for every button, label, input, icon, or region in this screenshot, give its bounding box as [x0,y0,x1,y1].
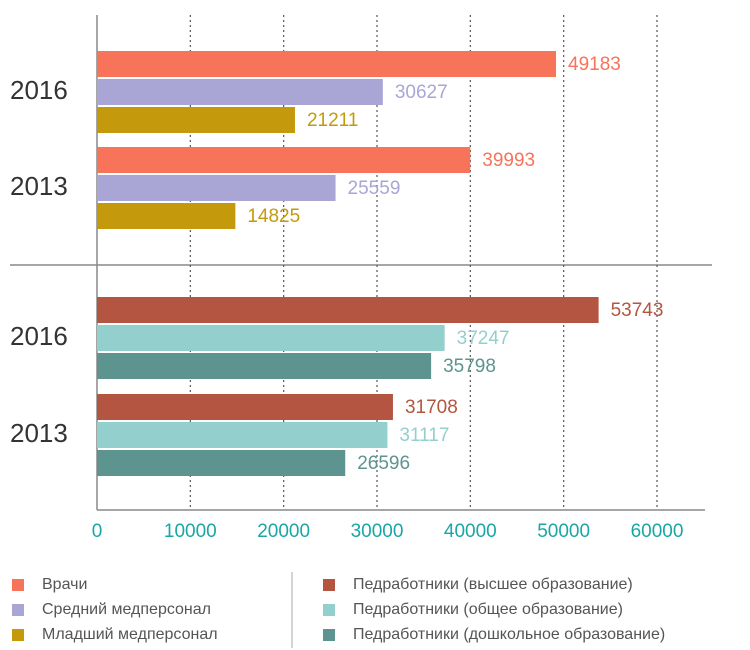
y-tick-label: 2013 [10,171,68,201]
x-tick-label: 20000 [257,521,310,542]
value-label: 37247 [457,328,510,349]
x-tick-label: 0 [92,521,103,542]
bar [97,450,346,476]
bar [97,203,236,229]
legend-label: Младший медперсонал [42,626,218,643]
legend-label: Средний медперсонал [42,601,211,618]
bar [97,422,388,448]
legend-swatch [12,629,24,641]
legend-label: Педработники (дошкольное образование) [353,626,665,643]
x-tick-label: 10000 [164,521,217,542]
bar [97,297,599,323]
bar [97,353,432,379]
legend-swatch [12,579,24,591]
bar [97,51,557,77]
value-label: 25559 [348,178,401,199]
x-tick-label: 30000 [351,521,404,542]
value-label: 35798 [443,356,496,377]
value-label: 26596 [357,453,410,474]
value-label: 14825 [247,206,300,227]
legend-label: Педработники (общее образование) [353,601,623,618]
value-label: 39993 [482,150,535,171]
bar [97,175,336,201]
value-label: 31117 [399,425,449,446]
legend-swatch [12,604,24,616]
y-tick-label: 2016 [10,75,68,105]
value-label: 49183 [568,54,621,75]
value-label: 53743 [611,300,664,321]
legend-swatch [323,579,335,591]
bar [97,79,383,105]
legend-swatch [323,629,335,641]
x-tick-label: 40000 [444,521,497,542]
bar [97,325,445,351]
bar [97,394,393,420]
value-label: 21211 [307,110,358,131]
bar [97,107,295,133]
x-tick-label: 60000 [631,521,684,542]
value-label: 31708 [405,397,458,418]
y-tick-label: 2016 [10,321,68,351]
value-label: 30627 [395,82,448,103]
y-tick-label: 2013 [10,418,68,448]
bar [97,147,471,173]
legend-label: Педработники (высшее образование) [353,576,633,593]
legend-swatch [323,604,335,616]
x-tick-label: 50000 [537,521,590,542]
legend-label: Врачи [42,576,87,593]
